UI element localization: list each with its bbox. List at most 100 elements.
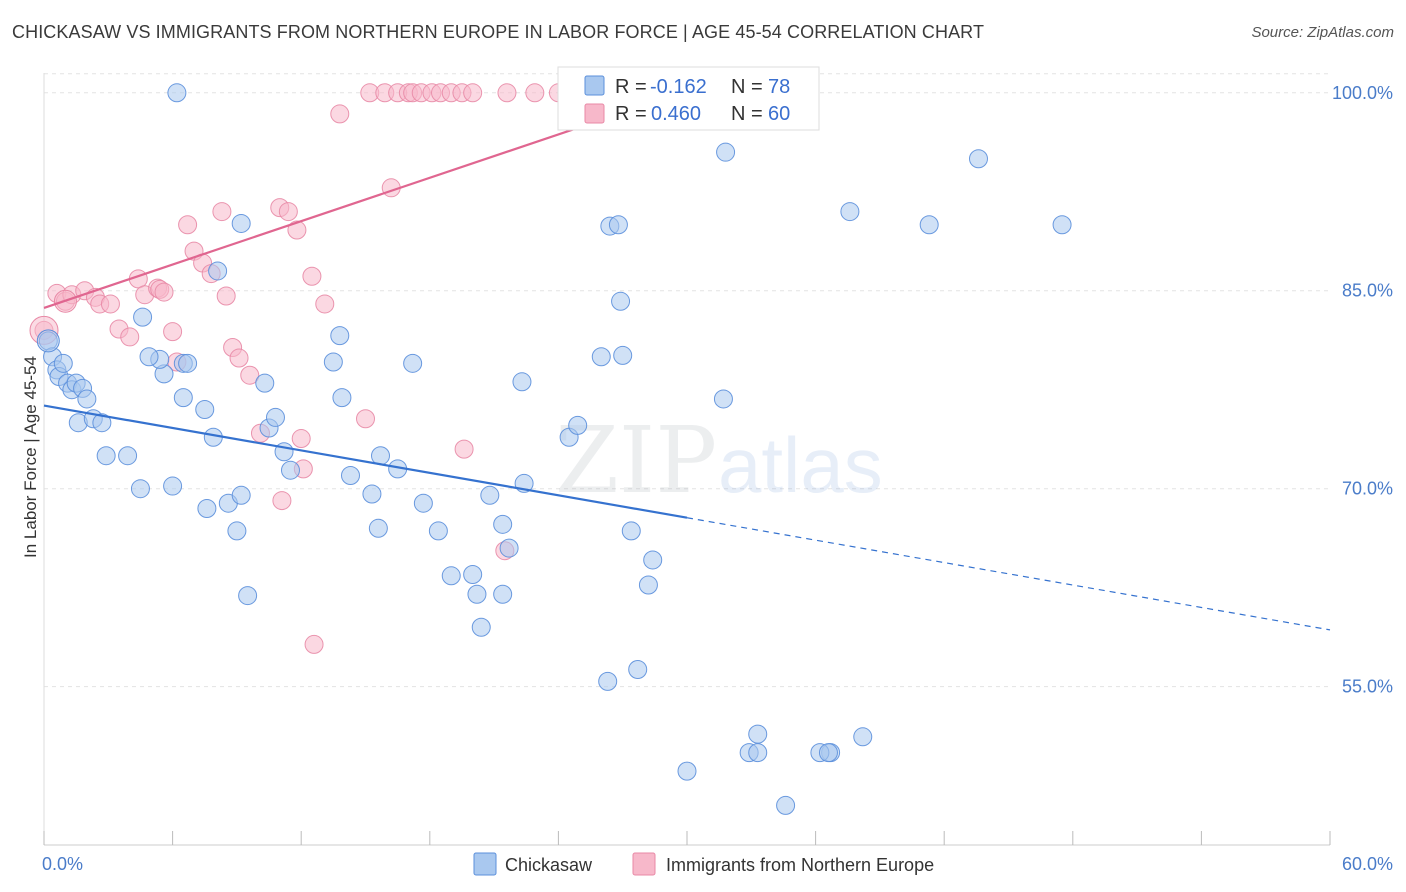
chickasaw-point-68	[638, 575, 658, 595]
chickasaw-point-79	[818, 743, 838, 763]
chickasaw-point-31	[227, 521, 247, 541]
immigrants-point-7	[100, 294, 120, 314]
watermark: ZIP atlas	[555, 407, 883, 514]
chickasaw-point-71	[598, 671, 618, 691]
chickasaw-point-64	[611, 291, 631, 311]
immigrants-point-15	[163, 322, 183, 342]
immigrants-point-9	[120, 327, 140, 347]
chickasaw-point-75	[748, 724, 768, 744]
legend-swatch-chickasaw	[473, 852, 497, 876]
y-tick-label-2: 85.0%	[1342, 281, 1393, 301]
chickasaw-point-16	[163, 476, 183, 496]
chickasaw-point-37	[265, 407, 285, 427]
y-axis-title: In Labor Force | Age 45-54	[21, 356, 40, 558]
stats-swatch-chickasaw	[584, 75, 605, 96]
chickasaw-point-28	[197, 498, 217, 518]
chickasaw-point-large	[36, 329, 60, 353]
series-chickasaw	[36, 83, 1072, 815]
stats-legend: R = -0.162 N = 78 R = 0.460 N = 60	[557, 66, 820, 131]
chickasaw-point-4	[53, 353, 73, 373]
immigrants-point-34	[272, 491, 292, 511]
chickasaw-point-51	[467, 584, 487, 604]
chickasaw-point-60	[568, 415, 588, 435]
stats-n-label-immigrants: N =	[731, 103, 763, 125]
chickasaw-point-57	[499, 538, 519, 558]
source-note: Source: ZipAtlas.com	[1251, 24, 1394, 41]
immigrants-point-21	[212, 202, 232, 222]
stats-r-label-immigrants: R =	[615, 103, 647, 125]
chickasaw-point-42	[362, 484, 382, 504]
chickasaw-point-34	[255, 373, 275, 393]
chickasaw-point-23	[231, 213, 251, 233]
immigrants-point-58	[454, 439, 474, 459]
chickasaw-point-63	[591, 347, 611, 367]
immigrants-point-50	[497, 83, 517, 103]
immigrants-point-24	[229, 348, 249, 368]
chickasaw-point-25	[178, 353, 198, 373]
chickasaw-point-66	[167, 83, 187, 103]
chickasaw-point-15	[130, 479, 150, 499]
chickasaw-point-86	[748, 743, 768, 763]
chickasaw-point-43	[368, 518, 388, 538]
chickasaw-point-78	[840, 202, 860, 222]
immigrants-point-28	[278, 202, 298, 222]
immigrants-point-32	[291, 429, 311, 449]
chickasaw-point-22	[208, 261, 228, 281]
chickasaw-point-65	[613, 345, 633, 365]
chickasaw-point-74	[776, 795, 796, 815]
stats-n-value-chickasaw: 78	[768, 76, 790, 98]
chickasaw-point-30	[231, 485, 251, 505]
chickasaw-point-36	[280, 460, 300, 480]
immigrants-point-36	[356, 409, 375, 429]
stats-n-label-chickasaw: N =	[731, 76, 763, 98]
chickasaw-point-58	[512, 372, 532, 392]
chickasaw-point-48	[428, 521, 448, 541]
chickasaw-point-81	[919, 215, 939, 235]
grid-lines	[44, 73, 1330, 688]
stats-swatch-immigrants	[584, 103, 605, 124]
immigrants-point-30	[302, 266, 322, 286]
immigrants-point-51	[525, 83, 545, 103]
chickasaw-point-38	[330, 326, 350, 346]
chickasaw-point-70	[628, 659, 648, 679]
legend-label-chickasaw: Chickasaw	[505, 855, 593, 875]
chickasaw-point-53	[471, 617, 491, 637]
immigrants-point-35	[304, 634, 324, 654]
x-tick-label-min: 0.0%	[42, 854, 83, 874]
chickasaw-point-50	[463, 564, 483, 584]
chickasaw-point-44	[371, 446, 391, 466]
stats-r-value-chickasaw: -0.162	[650, 76, 707, 98]
chickasaw-point-41	[340, 465, 360, 485]
chickasaw-point-69	[621, 521, 641, 541]
chickasaw-point-55	[493, 514, 513, 534]
stats-r-label-chickasaw: R =	[615, 76, 647, 98]
legend-swatch-immigrants	[632, 852, 656, 876]
chickasaw-point-47	[413, 493, 433, 513]
chickasaw-point-62	[608, 215, 628, 235]
chickasaw-point-14	[118, 446, 138, 466]
chickasaw-point-84	[716, 142, 736, 162]
chickasaw-point-80	[853, 727, 873, 747]
immigrants-point-22	[216, 286, 236, 306]
immigrants-point-31	[315, 294, 335, 314]
chickasaw-point-52	[493, 584, 513, 604]
chickasaw-point-83	[1052, 215, 1072, 235]
bottom-legend: Chickasaw Immigrants from Northern Europ…	[473, 852, 934, 876]
stats-r-value-immigrants: 0.460	[651, 103, 701, 125]
chickasaw-point-32	[238, 586, 258, 606]
chickasaw-point-9	[77, 389, 97, 409]
chickasaw-point-67	[643, 550, 663, 570]
legend-label-immigrants: Immigrants from Northern Europe	[666, 855, 934, 875]
chickasaw-point-82	[968, 149, 988, 169]
y-tick-label-0: 55.0%	[1342, 677, 1393, 697]
chickasaw-point-19	[133, 307, 153, 327]
immigrants-point-49	[463, 83, 483, 103]
chickasaw-point-24	[173, 388, 193, 408]
x-axis	[43, 73, 1331, 846]
chickasaw-point-12	[92, 413, 112, 433]
series-immigrants-northern-europe	[29, 83, 725, 654]
immigrants-point-14	[154, 282, 174, 302]
chickasaw-point-26	[195, 400, 215, 420]
immigrants-point-25	[240, 365, 260, 385]
chickasaw-point-13	[96, 446, 116, 466]
